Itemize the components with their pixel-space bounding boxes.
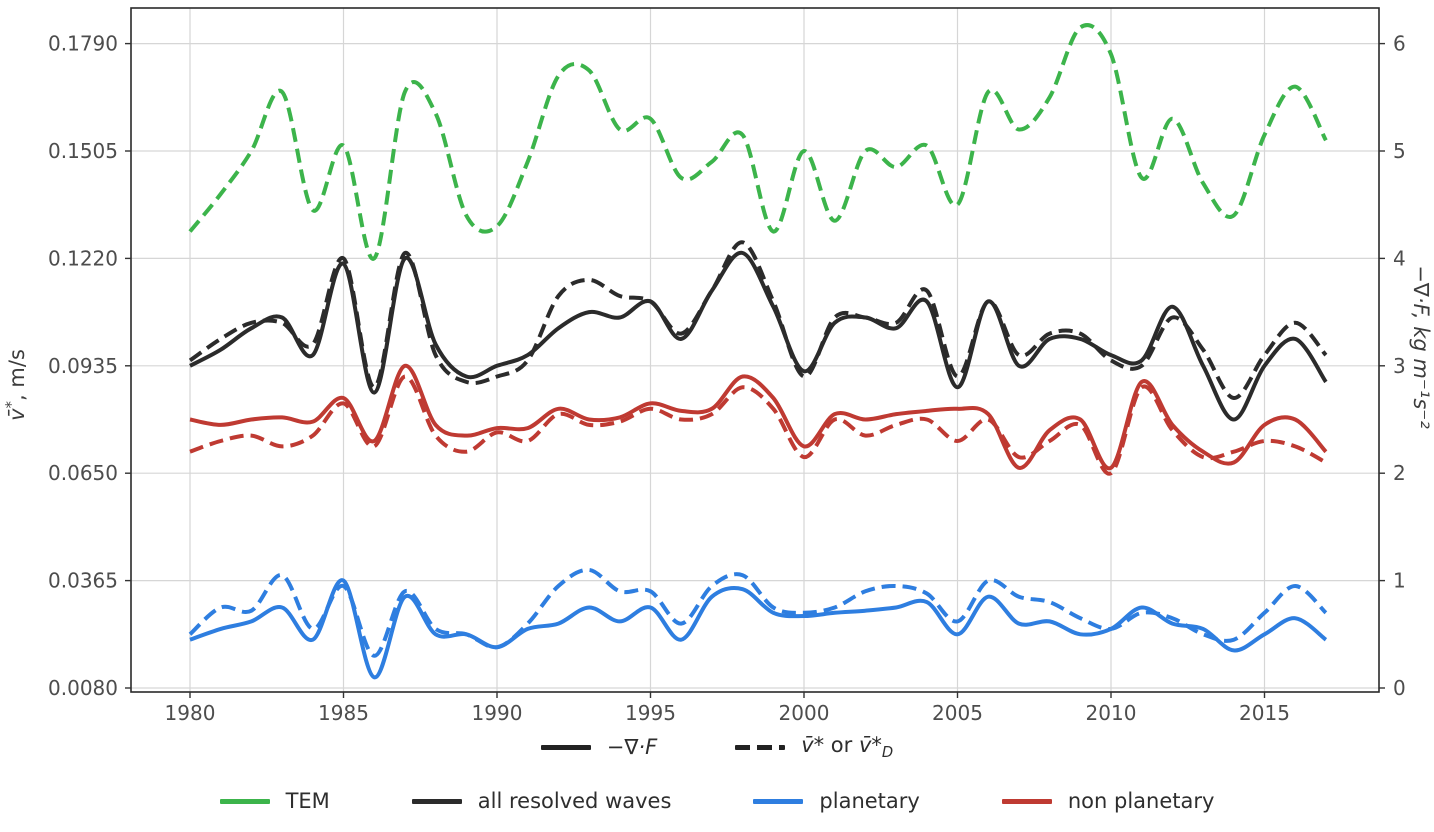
y-right-tick-label: 4: [1393, 246, 1406, 270]
x-tick-label: 2010: [1086, 701, 1137, 722]
legend-item-solid: −∇·F: [540, 735, 658, 759]
all-waves-vstar-curve: [188, 240, 1328, 400]
y-left-tick-label: 0.1220: [48, 246, 118, 270]
legend-line-sample: [219, 798, 270, 804]
plot-border: [130, 7, 1380, 693]
x-tick-label: 2005: [932, 701, 983, 722]
nonplanetary-vstar-curve: [189, 374, 1327, 476]
x-tick-label: 2000: [779, 701, 830, 722]
legend-line-sample: [1001, 798, 1052, 804]
legend-item-planetary: planetary: [753, 789, 920, 813]
x-tick-label: 1985: [318, 701, 369, 722]
planetary-vstar-curve: [188, 567, 1328, 658]
all-waves-divF-curve: [189, 250, 1328, 422]
legend-line-sample: [411, 798, 462, 804]
y-left-tick-label: 0.0365: [48, 569, 118, 593]
x-tick-label: 1980: [165, 701, 216, 722]
y-right-tick-label: 1: [1393, 569, 1406, 593]
y-right-tick-label: 3: [1393, 354, 1406, 378]
y-left-label-rest: , m/s: [5, 349, 29, 401]
tem-vstar-curve: [188, 23, 1328, 261]
legend-label: all resolved waves: [477, 789, 672, 813]
y-right-tick-label: 0: [1393, 676, 1406, 700]
legend-item-TEM: TEM: [219, 789, 330, 813]
y-right-tick-label: 5: [1393, 139, 1406, 163]
solid-line-label: −∇·F: [606, 735, 658, 759]
legend-label: non planetary: [1067, 789, 1215, 813]
y-left-tick-label: 0.0650: [48, 461, 118, 485]
y-left-tick-label: 0.1505: [48, 139, 118, 163]
dashed-label-or: or: [824, 732, 859, 757]
nonplanetary-divF-curve: [189, 363, 1328, 471]
dashed-label-sub: D: [881, 744, 894, 762]
legend-item-all-resolved-waves: all resolved waves: [411, 789, 672, 813]
x-tick-label: 1995: [625, 701, 676, 722]
dashed-line-sample: [735, 744, 786, 750]
chart-canvas: 1980 1985 1990 1995 2000 2005 2010 2015 0.0080 0 0…: [2, 7, 1433, 722]
series-legend: TEM all resolved waves planetary non planet…: [0, 784, 1434, 818]
line-style-legend: −∇·F v̄* or v̄*D: [0, 730, 1434, 764]
y-left-tick-label: 0.1790: [48, 32, 118, 56]
legend-label: TEM: [285, 789, 330, 813]
dashed-label-v2: v̄*: [858, 732, 882, 757]
y-left-axis-label: v̄*, m/s: [2, 349, 29, 421]
legend-item-dashed: v̄* or v̄*D: [735, 733, 893, 761]
x-tick-label: 1990: [472, 701, 523, 722]
solid-line-sample: [540, 744, 591, 750]
y-left-tick-label: 0.0080: [48, 676, 118, 700]
dashed-label-v1: v̄*: [801, 732, 825, 757]
y-left-label-base: v̄: [5, 408, 29, 421]
y-left-label-sup: *: [2, 400, 20, 408]
legend-item-non-planetary: non planetary: [1001, 789, 1215, 813]
planetary-divF-curve: [189, 578, 1328, 680]
y-right-axis-label: −∇·F, kg m⁻¹s⁻²: [1409, 265, 1433, 429]
y-right-tick-label: 6: [1393, 32, 1406, 56]
legend-label: planetary: [819, 789, 920, 813]
x-tick-label: 2015: [1239, 701, 1290, 722]
legend-line-sample: [753, 798, 804, 804]
y-left-tick-label: 0.0935: [48, 354, 118, 378]
dashed-line-label: v̄* or v̄*D: [801, 733, 893, 761]
y-right-tick-label: 2: [1393, 461, 1406, 485]
